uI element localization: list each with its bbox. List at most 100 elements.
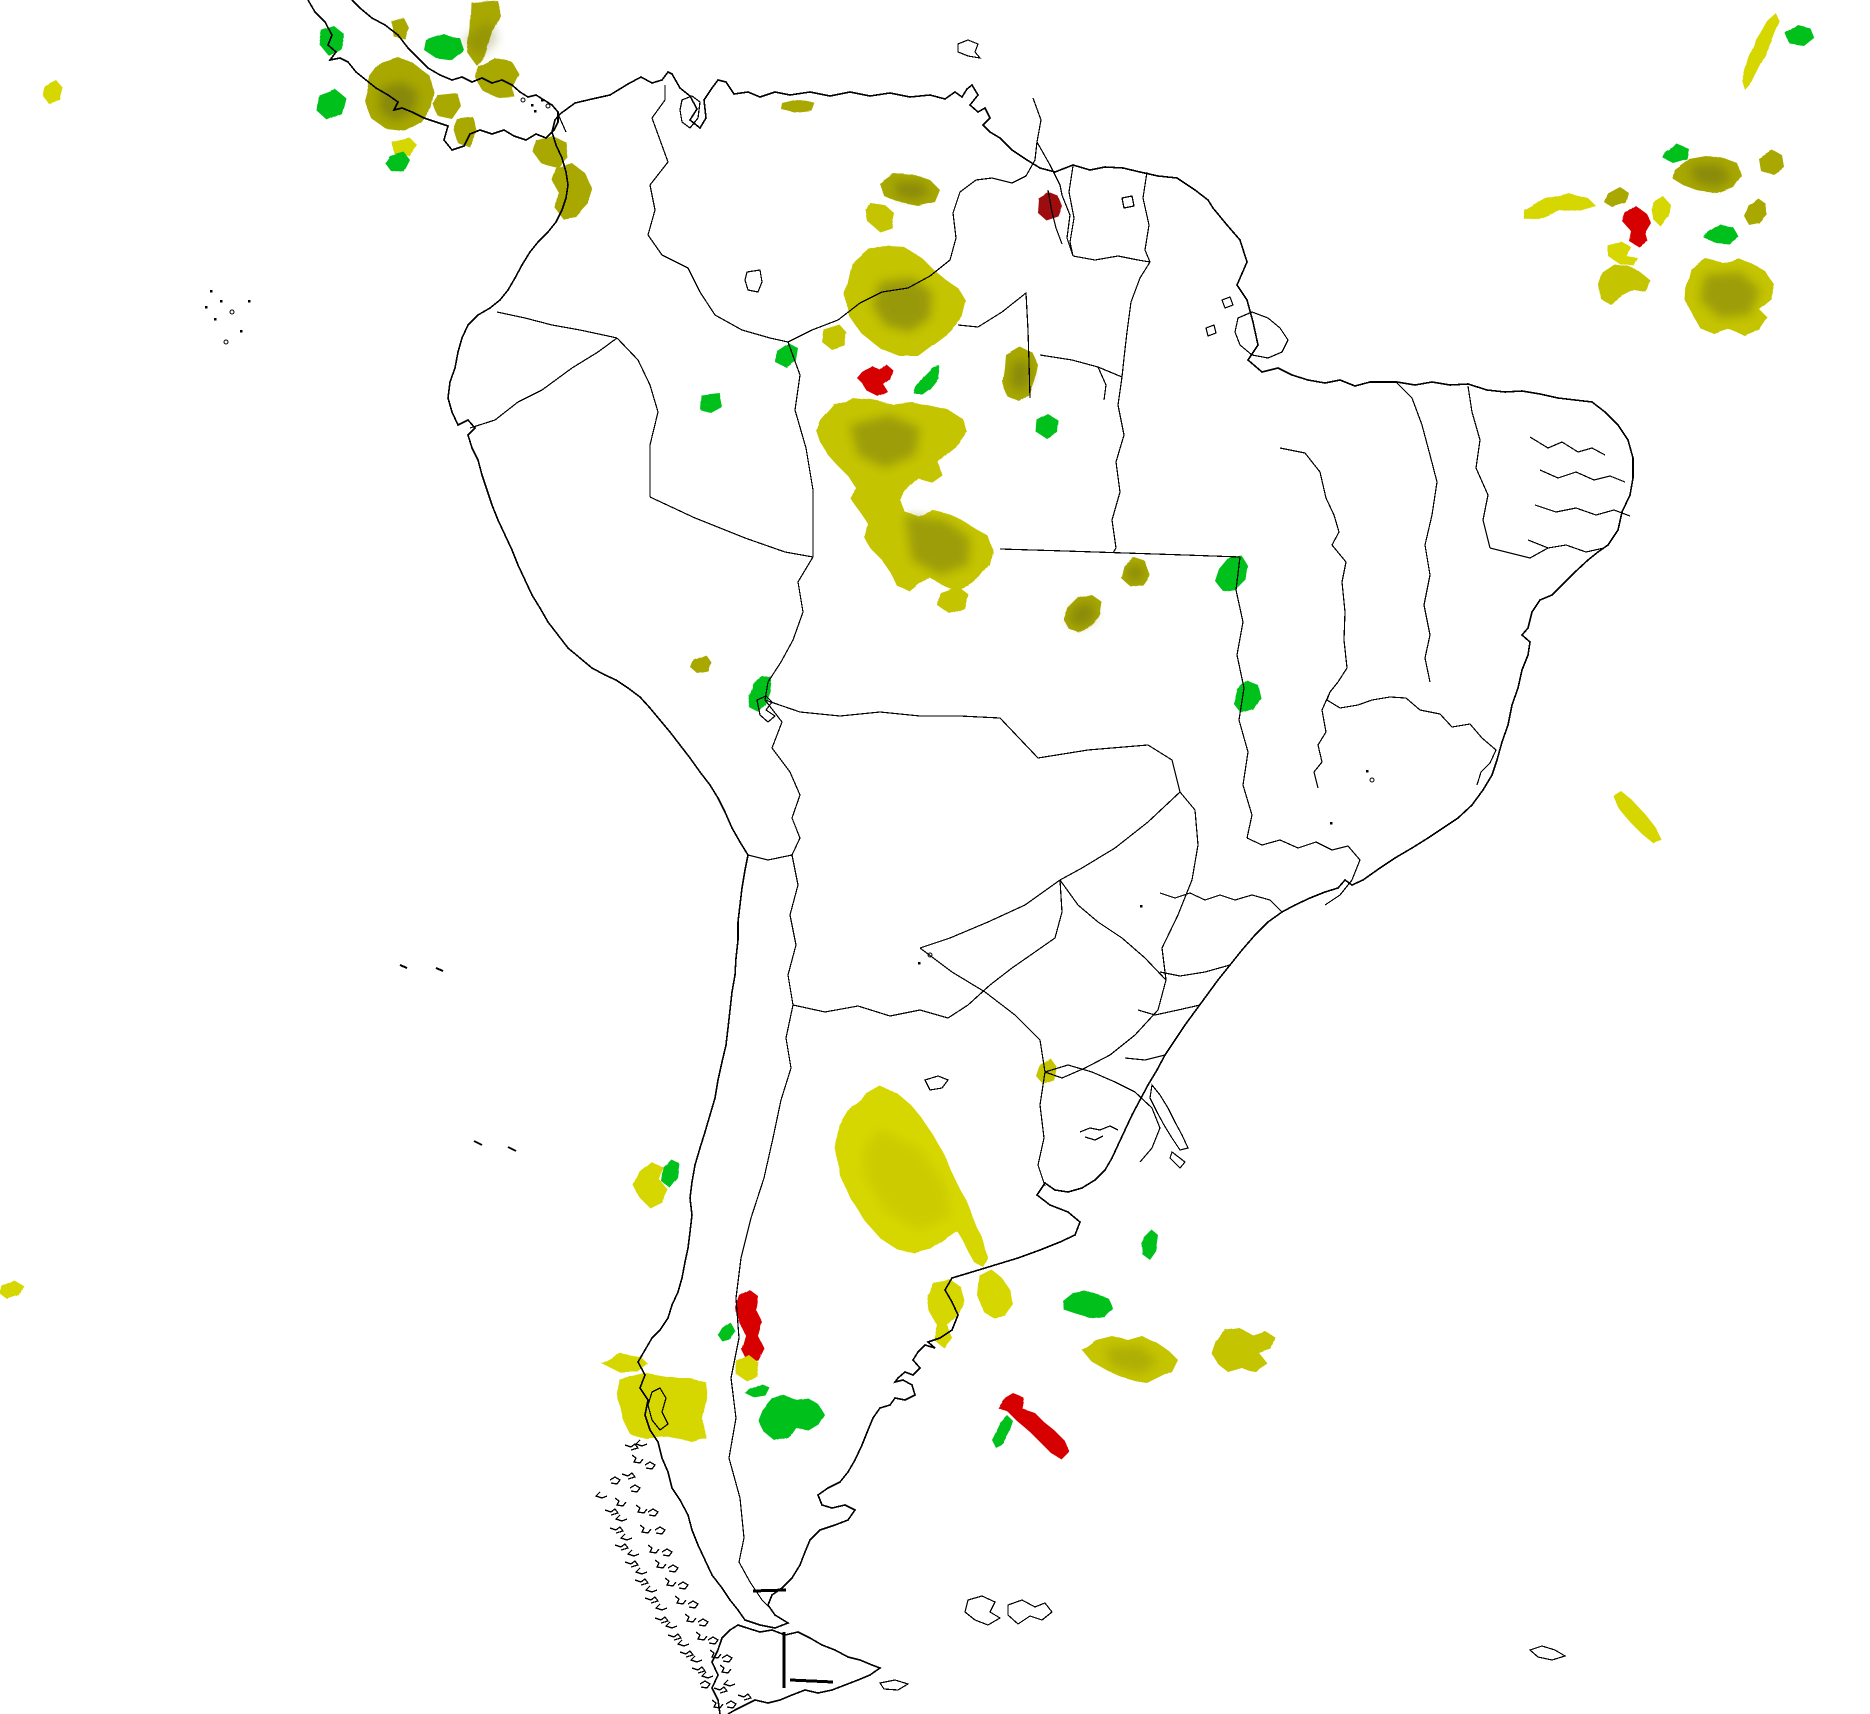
blob-core-shade — [905, 515, 970, 575]
border-line — [1539, 469, 1626, 483]
islet-speck — [1140, 905, 1143, 908]
island-outline — [1528, 1645, 1567, 1661]
fjord-mark — [594, 1491, 608, 1499]
fjord-mark — [700, 1671, 714, 1679]
islet-speck — [214, 318, 217, 321]
fjord-mark — [626, 1549, 640, 1557]
border-line — [1529, 436, 1606, 456]
blob-atl-green — [1704, 224, 1738, 243]
fjord-mark — [695, 1631, 708, 1641]
blob-atl-streak-topright — [1742, 12, 1780, 90]
border-line — [787, 854, 799, 1006]
island-outline — [679, 95, 701, 129]
fjord-mark — [699, 1680, 711, 1689]
fjord-mark — [664, 1621, 678, 1629]
border-line — [792, 1004, 949, 1019]
blob-argentina-green-small — [718, 1322, 734, 1342]
island-outline — [1007, 1599, 1053, 1625]
island-outline — [1121, 195, 1135, 209]
blob-ca-green-2 — [424, 34, 464, 60]
blob-corner-dash — [42, 80, 63, 103]
fjord-mark — [634, 1578, 650, 1586]
blob-atl-olive-curl — [1744, 198, 1768, 226]
blob-darkred-blob — [1037, 192, 1062, 220]
island-outline — [647, 1387, 669, 1431]
blob-atl-yellow-bits — [1608, 240, 1638, 266]
border-line — [1061, 194, 1074, 257]
blob-border-green — [1216, 556, 1248, 592]
blob-south-red-diagonal — [998, 1394, 1070, 1460]
border-line — [1044, 1064, 1161, 1163]
fjord-mark — [604, 1508, 620, 1516]
fjord-mark — [667, 1564, 679, 1573]
islet-speck — [229, 309, 235, 315]
fjord-mark — [684, 1613, 697, 1623]
blob-amazon-green-square — [700, 393, 723, 414]
blob-argentina-red-vertical — [736, 1290, 764, 1362]
islet-dash — [507, 1146, 517, 1152]
fjord-mark — [635, 1504, 648, 1514]
blob-argentina-tail-b — [978, 1270, 1014, 1318]
blob-yellow-below-red — [736, 1356, 758, 1380]
blob-amazon-west-piece — [822, 325, 848, 350]
blob-atlantic-mid-dash — [1612, 790, 1662, 845]
island-outline — [1205, 324, 1217, 337]
fjord-mark — [707, 1636, 719, 1645]
blob-south-green-elongated — [992, 1416, 1014, 1448]
blob-rondonia-green — [1036, 414, 1058, 438]
blob-uruguay-small — [1036, 1058, 1056, 1084]
border-line — [764, 699, 1181, 793]
border-line — [1246, 837, 1361, 906]
fjord-mark — [621, 1472, 637, 1480]
fjord-mark — [619, 1533, 633, 1541]
blob-core-shade — [1700, 272, 1760, 318]
blob-peru-olive-small — [691, 655, 712, 674]
blob-argentina-green-big — [758, 1396, 824, 1440]
blob-atl-red — [1623, 206, 1650, 246]
blob-ca-olive-p1 — [433, 92, 461, 119]
islet-speck — [220, 300, 223, 303]
fjord-mark — [654, 1559, 667, 1569]
blob-colombia-coast-1 — [533, 135, 568, 168]
border-line — [1059, 879, 1167, 981]
border-line — [1313, 691, 1331, 789]
border-line — [1032, 97, 1063, 196]
fjord-mark — [713, 1686, 729, 1694]
fjord-mark — [711, 1699, 724, 1709]
blob-amazon-red — [857, 364, 893, 397]
fjord-mark — [629, 1484, 641, 1493]
blob-atl-olive-right — [1758, 150, 1785, 175]
fjord-mark — [609, 1476, 621, 1485]
blob-colombia-coast-2 — [552, 163, 592, 220]
fjord-mark — [691, 1666, 707, 1674]
border-line — [1121, 261, 1151, 378]
blob-left-edge-dash — [0, 1280, 24, 1300]
fjord-mark — [614, 1543, 630, 1551]
fjord-mark — [609, 1526, 625, 1534]
islet-dash — [473, 1140, 483, 1146]
fjord-mark — [654, 1616, 670, 1624]
border-line — [1279, 447, 1348, 693]
island-outline — [964, 1595, 1002, 1626]
border-line — [1235, 556, 1253, 839]
coastline — [711, 1624, 882, 1714]
blob-atl-olive-sm — [1604, 187, 1629, 208]
islet-dash — [399, 964, 408, 969]
fjord-mark — [697, 1618, 709, 1627]
fjord-mark — [634, 1439, 648, 1447]
fjord-mark — [654, 1603, 668, 1611]
blob-core-shade — [1690, 164, 1732, 188]
border-line — [1534, 504, 1631, 517]
border-line — [947, 879, 1063, 1019]
fjord-mark — [664, 1577, 677, 1587]
border-line — [1079, 1125, 1119, 1133]
border-line — [1084, 1135, 1104, 1141]
islet-speck — [223, 339, 229, 345]
island-outline — [879, 1679, 910, 1691]
border-line — [1159, 892, 1283, 913]
fjord-mark — [721, 1654, 733, 1663]
fjord-mark — [647, 1508, 659, 1517]
border-line — [1489, 547, 1549, 559]
fjord-mark — [624, 1443, 640, 1451]
